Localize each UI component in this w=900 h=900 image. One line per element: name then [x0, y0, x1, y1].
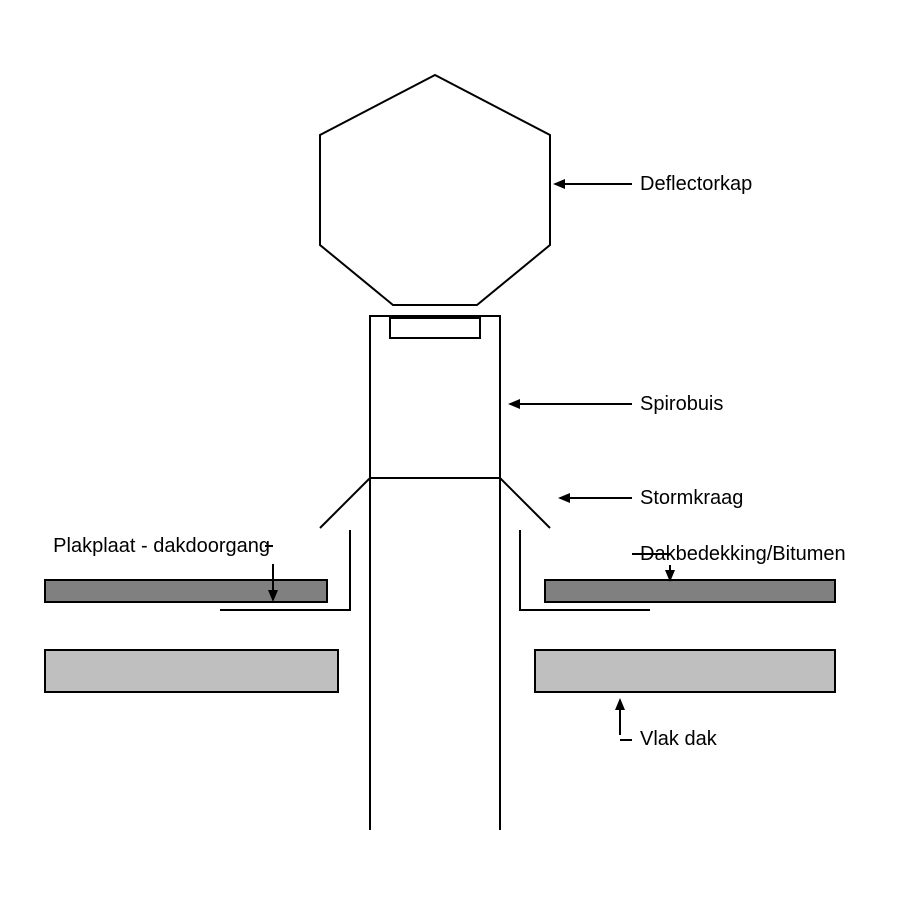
tube-collar: [390, 318, 480, 338]
label-text-vlakdak: Vlak dak: [640, 728, 718, 750]
bitumen-layer-left: [45, 580, 327, 602]
deflector-cap: [320, 75, 550, 305]
spirobuis-tube: [370, 316, 500, 830]
bitumen-layer-right: [545, 580, 835, 602]
stormkraag: [320, 478, 550, 528]
label-text-bitumen: Dakbedekking/Bitumen: [640, 543, 846, 565]
label-text-stormkraag: Stormkraag: [640, 487, 743, 509]
label-text-deflector: Deflectorkap: [640, 173, 752, 195]
flat-roof-right: [535, 650, 835, 692]
label-text-plakplaat: Plakplaat - dakdoorgang: [53, 535, 270, 557]
label-text-spirobuis: Spirobuis: [640, 393, 723, 415]
flat-roof-left: [45, 650, 338, 692]
